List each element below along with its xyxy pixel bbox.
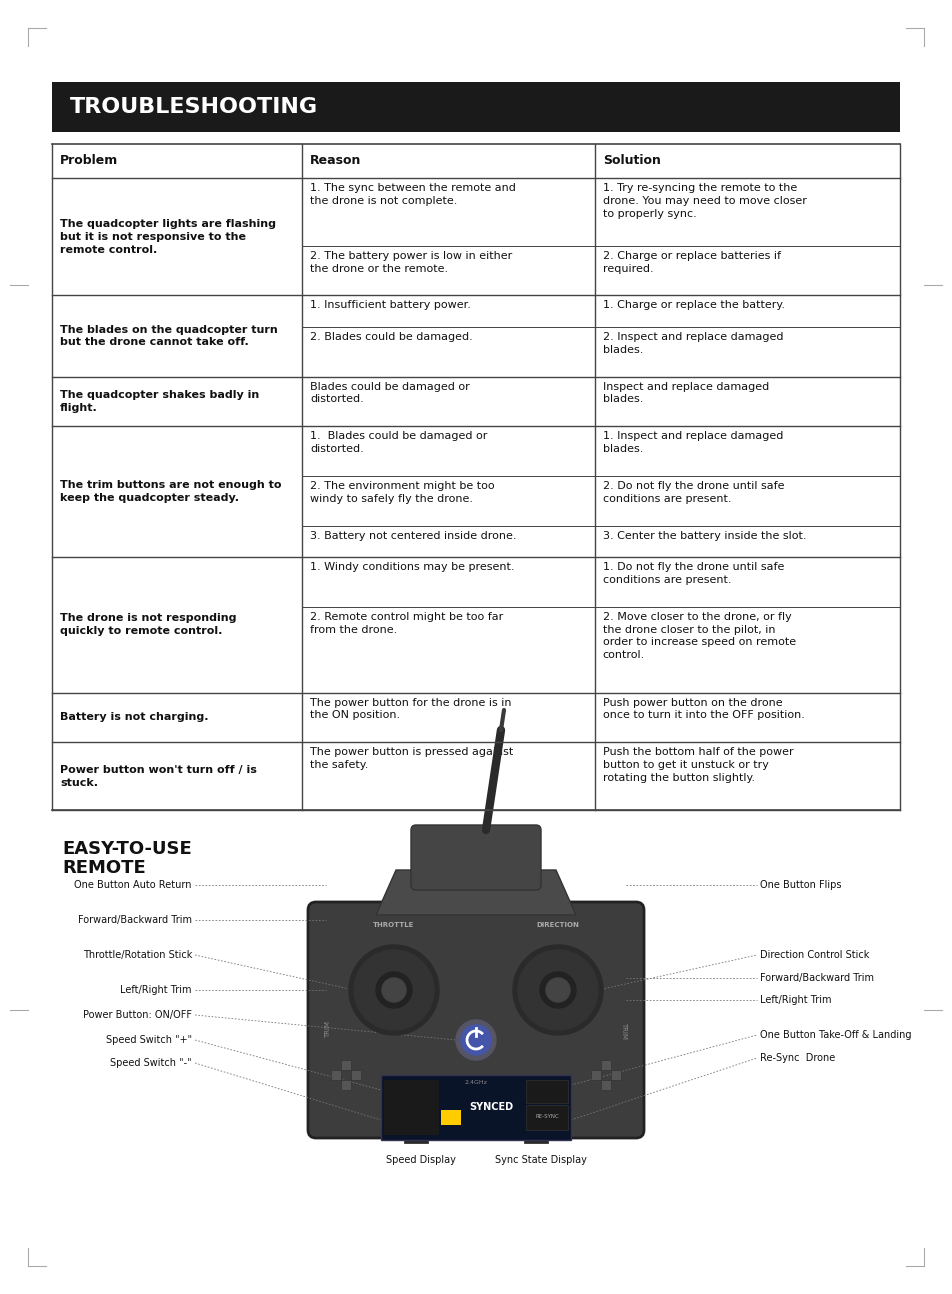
Circle shape xyxy=(513,945,603,1035)
Bar xyxy=(601,1080,611,1090)
Text: Speed Switch "+": Speed Switch "+" xyxy=(106,1035,192,1046)
Bar xyxy=(441,1109,461,1124)
Bar xyxy=(381,1075,571,1140)
FancyBboxPatch shape xyxy=(308,902,644,1137)
Text: 2. Inspect and replace damaged
blades.: 2. Inspect and replace damaged blades. xyxy=(603,333,783,355)
Text: Left/Right Trim: Left/Right Trim xyxy=(121,985,192,995)
Text: Power Button: ON/OFF: Power Button: ON/OFF xyxy=(83,1011,192,1020)
Text: 1. Inspect and replace damaged
blades.: 1. Inspect and replace damaged blades. xyxy=(603,431,783,454)
FancyBboxPatch shape xyxy=(411,826,541,890)
Circle shape xyxy=(540,972,576,1008)
Text: Push the bottom half of the power
button to get it unstuck or try
rotating the b: Push the bottom half of the power button… xyxy=(603,747,793,783)
Text: 2. Blades could be damaged.: 2. Blades could be damaged. xyxy=(310,333,473,342)
Text: SYNCED: SYNCED xyxy=(469,1102,513,1113)
Text: One Button Auto Return: One Button Auto Return xyxy=(74,880,192,890)
Text: Power button won't turn off / is
stuck.: Power button won't turn off / is stuck. xyxy=(60,765,257,788)
Text: TRIM: TRIM xyxy=(621,1021,627,1039)
Bar xyxy=(331,1070,341,1080)
Circle shape xyxy=(376,972,412,1008)
Text: Reason: Reason xyxy=(310,154,362,167)
Circle shape xyxy=(518,950,598,1030)
Text: The quadcopter lights are flashing
but it is not responsive to the
remote contro: The quadcopter lights are flashing but i… xyxy=(60,219,276,255)
Polygon shape xyxy=(376,870,576,915)
Text: The trim buttons are not enough to
keep the quadcopter steady.: The trim buttons are not enough to keep … xyxy=(60,480,282,503)
Bar xyxy=(341,1060,351,1070)
Text: One Button Flips: One Button Flips xyxy=(760,880,842,890)
Text: 3. Battery not centered inside drone.: 3. Battery not centered inside drone. xyxy=(310,531,517,541)
Text: Push power button on the drone
once to turn it into the OFF position.: Push power button on the drone once to t… xyxy=(603,697,804,721)
Bar xyxy=(611,1070,621,1080)
Text: The power button for the drone is in
the ON position.: The power button for the drone is in the… xyxy=(310,697,511,721)
Circle shape xyxy=(461,1025,491,1055)
Text: The blades on the quadcopter turn
but the drone cannot take off.: The blades on the quadcopter turn but th… xyxy=(60,325,278,347)
Text: Problem: Problem xyxy=(60,154,118,167)
Text: Battery is not charging.: Battery is not charging. xyxy=(60,713,208,722)
Bar xyxy=(601,1060,611,1070)
Text: Throttle/Rotation Stick: Throttle/Rotation Stick xyxy=(83,950,192,960)
Bar xyxy=(526,1080,568,1102)
Text: Solution: Solution xyxy=(603,154,661,167)
Text: The drone is not responding
quickly to remote control.: The drone is not responding quickly to r… xyxy=(60,613,236,637)
Text: 2. Charge or replace batteries if
required.: 2. Charge or replace batteries if requir… xyxy=(603,251,781,273)
Text: TRIM: TRIM xyxy=(325,1021,331,1039)
Text: 1. Charge or replace the battery.: 1. Charge or replace the battery. xyxy=(603,300,784,311)
Text: Speed Display: Speed Display xyxy=(387,1156,456,1165)
Circle shape xyxy=(349,945,439,1035)
Text: One Button Take-Off & Landing: One Button Take-Off & Landing xyxy=(760,1030,911,1040)
Bar xyxy=(351,1070,361,1080)
Text: Forward/Backward Trim: Forward/Backward Trim xyxy=(78,915,192,925)
Text: The quadcopter shakes badly in
flight.: The quadcopter shakes badly in flight. xyxy=(60,389,259,413)
Text: Speed Switch "-": Speed Switch "-" xyxy=(110,1058,192,1068)
Bar xyxy=(591,1070,601,1080)
Text: 2. Move closer to the drone, or fly
the drone closer to the pilot, in
order to i: 2. Move closer to the drone, or fly the … xyxy=(603,612,796,660)
Bar xyxy=(341,1080,351,1090)
Bar xyxy=(524,1124,548,1143)
Circle shape xyxy=(456,1020,496,1060)
Text: 1. The sync between the remote and
the drone is not complete.: 1. The sync between the remote and the d… xyxy=(310,182,516,206)
Text: RE-SYNC: RE-SYNC xyxy=(535,1114,559,1119)
Text: DIRECTION: DIRECTION xyxy=(537,923,580,928)
Text: EASY-TO-USE
REMOTE: EASY-TO-USE REMOTE xyxy=(62,840,191,877)
Text: Direction Control Stick: Direction Control Stick xyxy=(760,950,869,960)
Text: 3. Center the battery inside the slot.: 3. Center the battery inside the slot. xyxy=(603,531,806,541)
Text: Blades could be damaged or
distorted.: Blades could be damaged or distorted. xyxy=(310,382,470,405)
Text: 2.4GHz: 2.4GHz xyxy=(465,1080,487,1084)
Text: Sync State Display: Sync State Display xyxy=(495,1156,587,1165)
Circle shape xyxy=(354,950,434,1030)
Text: 2. The environment might be too
windy to safely fly the drone.: 2. The environment might be too windy to… xyxy=(310,481,495,503)
Text: THROTTLE: THROTTLE xyxy=(373,923,415,928)
Text: 1. Do not fly the drone until safe
conditions are present.: 1. Do not fly the drone until safe condi… xyxy=(603,562,784,585)
Text: Re-Sync  Drone: Re-Sync Drone xyxy=(760,1053,835,1062)
Text: 2. Do not fly the drone until safe
conditions are present.: 2. Do not fly the drone until safe condi… xyxy=(603,481,784,503)
Text: 2. Remote control might be too far
from the drone.: 2. Remote control might be too far from … xyxy=(310,612,504,634)
Circle shape xyxy=(382,978,406,1002)
Text: 1. Windy conditions may be present.: 1. Windy conditions may be present. xyxy=(310,562,515,572)
Text: The power button is pressed against
the safety.: The power button is pressed against the … xyxy=(310,747,513,770)
Bar xyxy=(526,1105,568,1130)
Bar xyxy=(384,1080,439,1135)
Text: 1.  Blades could be damaged or
distorted.: 1. Blades could be damaged or distorted. xyxy=(310,431,487,454)
Text: 1. Insufficient battery power.: 1. Insufficient battery power. xyxy=(310,300,471,311)
Circle shape xyxy=(546,978,570,1002)
Bar xyxy=(52,82,900,132)
Text: Left/Right Trim: Left/Right Trim xyxy=(760,995,831,1005)
Bar xyxy=(404,1124,428,1143)
Text: TROUBLESHOOTING: TROUBLESHOOTING xyxy=(70,97,318,116)
Text: 1. Try re-syncing the remote to the
drone. You may need to move closer
to proper: 1. Try re-syncing the remote to the dron… xyxy=(603,182,806,219)
Text: Inspect and replace damaged
blades.: Inspect and replace damaged blades. xyxy=(603,382,769,405)
Text: Forward/Backward Trim: Forward/Backward Trim xyxy=(760,973,874,983)
Text: 2. The battery power is low in either
the drone or the remote.: 2. The battery power is low in either th… xyxy=(310,251,512,273)
